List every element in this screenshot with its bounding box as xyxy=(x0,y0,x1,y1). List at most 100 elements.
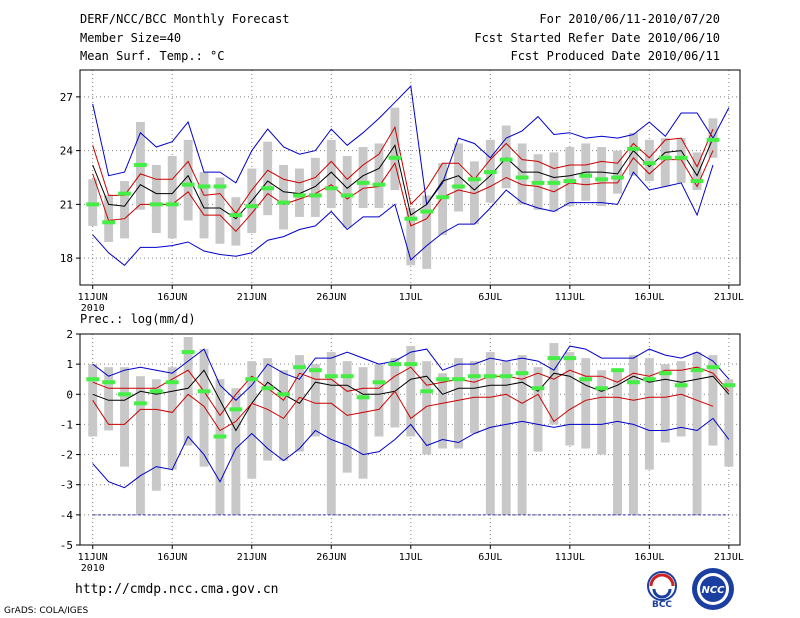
ensemble-marker xyxy=(468,374,481,379)
y-tick-label: -3 xyxy=(60,479,73,492)
spread-box xyxy=(215,379,225,515)
ensemble-marker xyxy=(245,377,259,382)
ensemble-marker xyxy=(483,374,497,379)
spread-box xyxy=(565,147,575,207)
spread-box xyxy=(692,352,702,515)
ensemble-marker xyxy=(324,374,338,379)
x-year-label: 2010 xyxy=(81,563,105,574)
ensemble-marker xyxy=(642,377,656,382)
ensemble-marker xyxy=(309,368,322,373)
bcc-logo-text: BCC xyxy=(652,600,672,608)
spread-box xyxy=(135,376,145,515)
ensemble-marker xyxy=(436,377,449,382)
x-tick-label: 1JUL xyxy=(399,292,423,303)
ensemble-marker xyxy=(690,179,704,184)
ensemble-marker xyxy=(277,392,290,397)
series-line-max xyxy=(92,345,730,401)
series-line-min xyxy=(92,164,714,266)
spread-box xyxy=(215,177,225,244)
y-tick-label: 18 xyxy=(60,252,73,265)
ensemble-marker xyxy=(229,407,243,412)
chart-title: DERF/NCC/BCC Monthly Forecast xyxy=(80,12,290,26)
ensemble-marker xyxy=(627,146,640,151)
ensemble-marker xyxy=(563,356,577,361)
source-url[interactable]: http://cmdp.ncc.cma.gov.cn xyxy=(75,582,279,597)
spread-box xyxy=(374,364,384,437)
series-line-lower xyxy=(92,390,714,432)
spread-box xyxy=(533,367,543,452)
spread-box xyxy=(390,358,400,428)
spread-box xyxy=(406,207,416,266)
spread-box xyxy=(724,379,734,467)
spread-box xyxy=(390,107,400,191)
ensemble-marker xyxy=(499,157,513,162)
spread-box xyxy=(342,361,352,473)
ensemble-marker xyxy=(356,395,370,400)
spread-box xyxy=(231,197,241,246)
ensemble-marker xyxy=(261,386,275,391)
spread-box xyxy=(199,349,209,467)
spread-box xyxy=(628,132,638,176)
ensemble-marker xyxy=(722,383,736,388)
variable-label: Mean Surf. Temp.: °C xyxy=(80,49,225,63)
ncc-logo-text: NCC xyxy=(701,585,725,596)
ensemble-marker xyxy=(706,365,720,370)
ensemble-marker xyxy=(229,213,243,218)
panel-title: Prec.: log(mm/d) xyxy=(80,312,196,326)
series-line-lower xyxy=(92,150,714,233)
ensemble-marker xyxy=(86,377,100,382)
ensemble-marker xyxy=(468,177,481,182)
x-tick-label: 26JUN xyxy=(316,292,346,303)
ensemble-marker xyxy=(531,180,545,185)
spread-box xyxy=(310,364,320,437)
spread-box xyxy=(358,367,368,479)
ensemble-marker xyxy=(515,371,529,376)
ensemble-marker xyxy=(181,350,195,355)
x-tick-label: 11JUN xyxy=(78,552,108,563)
member-size: Member Size=40 xyxy=(80,31,182,45)
spread-box xyxy=(104,195,114,242)
spread-box xyxy=(358,147,368,208)
ensemble-marker xyxy=(181,182,195,187)
ensemble-marker xyxy=(547,356,561,361)
ensemble-marker xyxy=(165,202,179,207)
spread-box xyxy=(326,352,336,515)
ensemble-marker xyxy=(340,374,354,379)
series-line-max xyxy=(92,85,730,206)
ensemble-marker xyxy=(404,362,418,367)
spread-box xyxy=(597,370,607,455)
ensemble-marker xyxy=(674,155,688,160)
series-line-mean xyxy=(92,369,730,432)
ensemble-marker xyxy=(420,389,434,394)
ensemble-marker xyxy=(436,195,449,200)
x-tick-label: 16JUN xyxy=(157,552,187,563)
ensemble-marker xyxy=(674,383,688,388)
spread-box xyxy=(613,150,622,194)
ensemble-marker xyxy=(420,209,434,214)
panel-precipitation: -5 -4 -3 -2 -1 0 1 2 11JUN 16JUN 21JUN 26JUN 1JUL 6JU… xyxy=(60,312,744,574)
spread-box xyxy=(422,195,432,269)
spread-box xyxy=(692,152,702,191)
series-line-min xyxy=(92,417,730,489)
ensemble-marker xyxy=(118,191,131,196)
ncc-logo: NCC xyxy=(692,568,734,610)
ensemble-marker xyxy=(388,155,402,160)
ensemble-marker xyxy=(579,173,593,178)
ensemble-marker xyxy=(340,193,354,198)
fcst-produced-date: Fcst Produced Date 2010/06/11 xyxy=(510,49,720,63)
y-tick-label: 27 xyxy=(60,91,73,104)
y-tick-label: 24 xyxy=(60,145,74,158)
ensemble-marker xyxy=(134,401,147,406)
spread-box xyxy=(231,388,241,515)
ensemble-marker xyxy=(611,175,624,180)
spread-box xyxy=(406,346,416,437)
ensemble-marker xyxy=(452,377,465,382)
x-tick-label: 21JUN xyxy=(237,552,267,563)
spread-box xyxy=(660,138,670,187)
ensemble-marker xyxy=(547,180,561,185)
spread-box xyxy=(454,358,463,449)
spread-box xyxy=(676,361,686,437)
bcc-logo: BCC xyxy=(647,571,677,608)
spread-box xyxy=(374,143,384,208)
